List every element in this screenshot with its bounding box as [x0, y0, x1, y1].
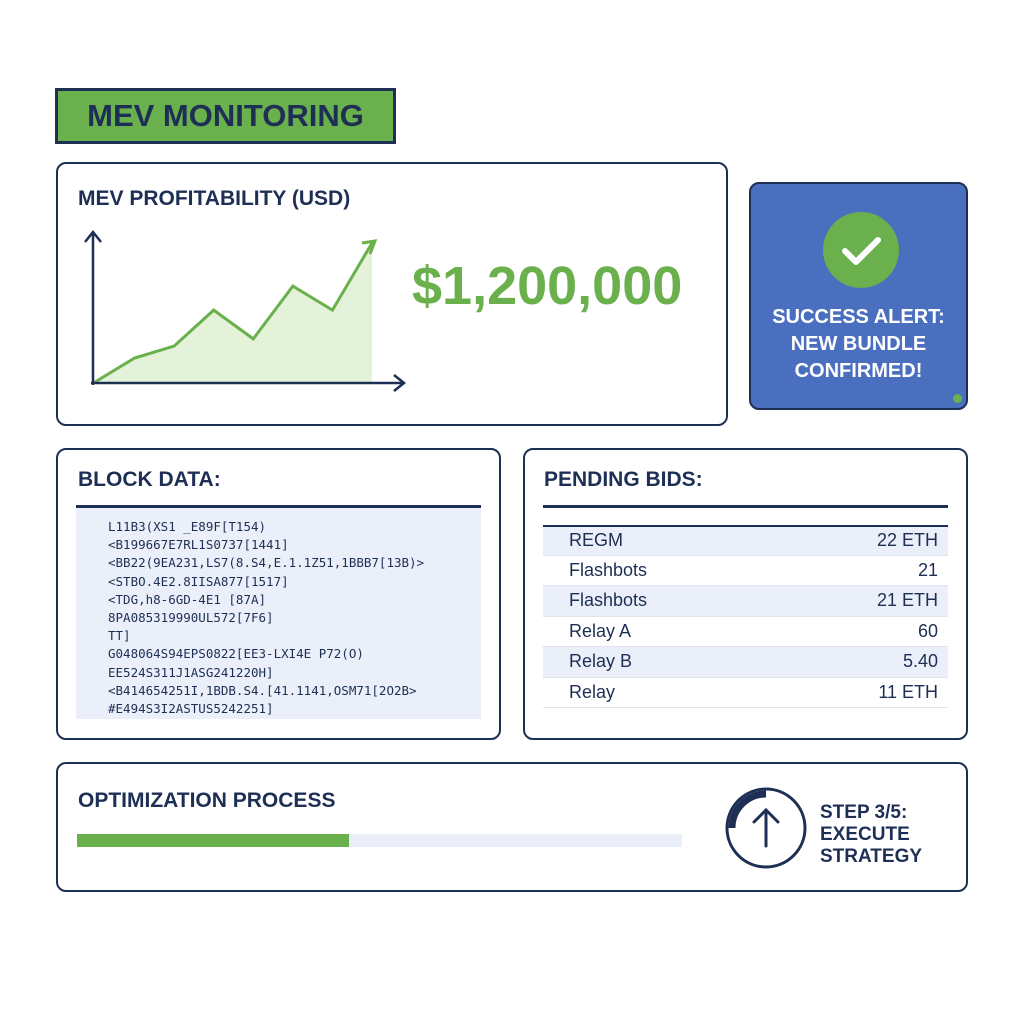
pending-bids-title: PENDING BIDS:: [544, 468, 703, 491]
x-axis: [91, 374, 407, 392]
bid-relay: Relay B: [569, 651, 633, 672]
profit-value: $1,200,000: [412, 256, 683, 316]
profit-area: [95, 243, 372, 382]
alert-line: CONFIRMED!: [794, 360, 923, 382]
step-line: EXECUTE: [820, 824, 910, 845]
bid-row: Relay B 5.40: [543, 647, 948, 678]
bid-relay: Flashbots: [569, 559, 648, 580]
progress-bar: [77, 834, 682, 847]
bid-row: Relay 11 ETH: [543, 678, 948, 708]
progress-fill: [77, 834, 350, 847]
log-line: <B414654251I,1BDB.S4.[41.1141,OSM71[2O2B…: [108, 682, 417, 698]
log-line: #E494S3I2ASTUS5242251]: [108, 701, 274, 717]
log-line: 8PA085319990UL572[7F6]: [108, 610, 274, 626]
bid-value: 11 ETH: [878, 681, 938, 702]
bids-table: REGM 22 ETH Flashbots 21 Flashbots 21 ETH Rela…: [543, 505, 948, 708]
bid-relay: REGM: [569, 530, 623, 551]
bid-value: 5.40: [902, 651, 938, 672]
bid-value: 21: [917, 559, 938, 580]
log-line: <TDG,h8-6GD-4E1 [87A]: [108, 591, 267, 607]
bid-value: 60: [917, 620, 938, 641]
check-icon: [823, 212, 899, 288]
bid-value: 22 ETH: [876, 530, 938, 551]
profitability-title: MEV PROFITABILITY (USD): [78, 187, 351, 210]
bid-relay: Flashbots: [569, 590, 648, 611]
status-dot: [953, 394, 962, 403]
optimization-card: [56, 762, 968, 892]
page-title: MEV MONITORING: [55, 88, 396, 144]
step-indicator: STEP 3/5: EXECUTE STRATEGY: [820, 802, 922, 868]
bid-row: Flashbots 21 ETH: [543, 586, 948, 617]
bid-relay: Relay A: [569, 620, 632, 641]
optimization-title: OPTIMIZATION PROCESS: [78, 789, 336, 812]
log-line: <BB22(9EA231,LS7(8.S4,E.1.1Z51,1BBB7[13B…: [108, 555, 425, 571]
alert-line: SUCCESS ALERT:: [772, 306, 945, 328]
alert-line: NEW BUNDLE: [790, 333, 927, 355]
y-axis: [84, 229, 102, 385]
log-line: TT]: [108, 628, 131, 644]
trend-arrowhead: [361, 239, 378, 255]
step-line: STEP 3/5:: [820, 802, 908, 823]
log-line: L11B3(XS1 _E89F[T154): [108, 519, 267, 534]
bid-relay: Relay: [569, 681, 616, 702]
log-line: EE524S311J1ASG241220H]: [108, 664, 274, 680]
bid-row: REGM 22 ETH: [543, 525, 948, 556]
bid-value: 21 ETH: [876, 590, 938, 611]
step-line: STRATEGY: [820, 846, 923, 867]
bid-row: Flashbots 21: [543, 556, 948, 586]
log-line: <B199667E7RL1S0737[1441]: [108, 537, 289, 553]
profit-line: [94, 242, 374, 384]
bid-row: Relay A 60: [543, 617, 948, 647]
log-line: G048064S94EPS0822[EE3-LXI4E P72(O): [108, 646, 364, 662]
arrow-up-icon: [725, 787, 807, 869]
block-data-title: BLOCK DATA:: [78, 468, 221, 491]
success-alert: SUCCESS ALERT: NEW BUNDLE CONFIRMED!: [749, 182, 968, 410]
block-data-log: L11B3(XS1 _E89F[T154) <B199667E7RL1S0737[…: [76, 505, 481, 719]
log-line: <STBO.4E2.8IISA877[1517]: [108, 573, 289, 589]
